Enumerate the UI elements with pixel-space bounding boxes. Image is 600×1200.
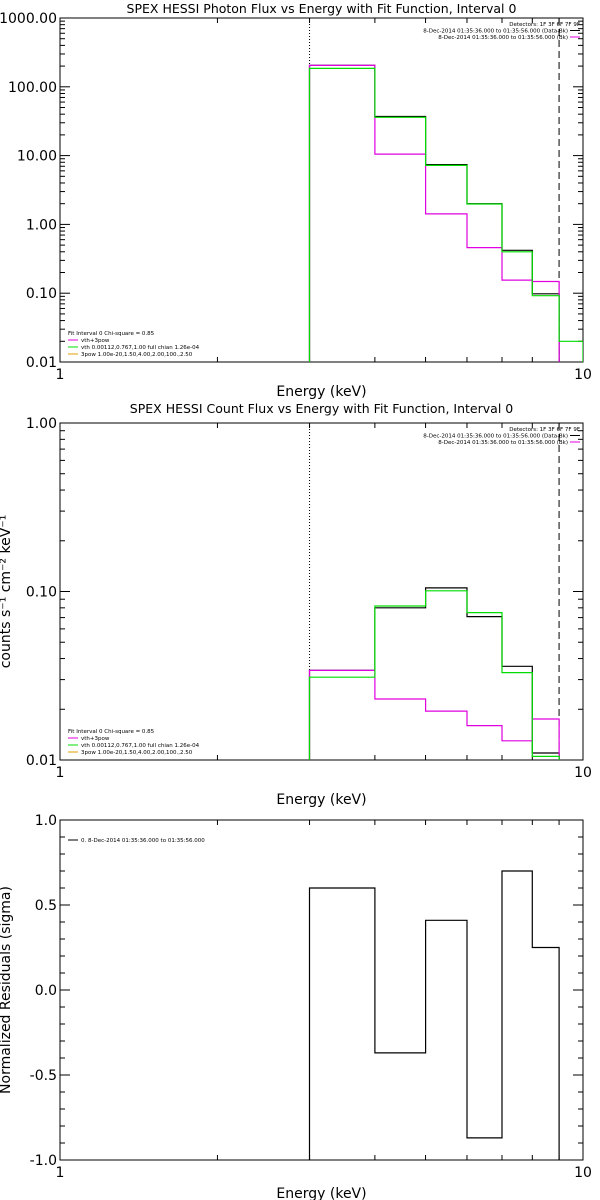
legend-entry: vth 0.00112,0.767,1.00 full chian 1.26e-… [81,743,200,749]
y-tick-label: -1.0 [30,1153,57,1169]
legend-fit-header: Fit Interval 0 Chi-square = 0.85 [68,729,155,735]
x-axis-label: Energy (keV) [276,1186,366,1200]
chart-panel-2: SPEX HESSI Count Flux vs Energy with Fit… [0,401,592,808]
y-tick-label: 10.00 [17,149,57,165]
series-line-black [308,870,560,1160]
y-tick-label: -0.5 [30,1068,57,1084]
y-tick-label: 1.0 [35,813,57,829]
legend-entry: vth+3pow [81,736,110,742]
chart-panel-3: Energy (keV) Normalized Residuals (sigma)… [0,813,592,1200]
series-line-black [308,587,560,760]
legend-fit-header: Fit Interval 0 Chi-square = 0.85 [68,331,155,337]
x-tick-label: 1 [56,765,65,781]
plot-frame [59,17,584,363]
plot-frame [59,422,584,761]
x-axis-label: Energy (keV) [276,384,366,400]
y-axis-label: counts s⁻¹ cm⁻² keV⁻¹ [0,515,14,669]
y-tick-label: 0.0 [35,983,57,999]
series-line-magenta [308,669,560,760]
legend-entry: 0. 8-Dec-2014 01:35:36.000 to 01:35:56.0… [81,838,205,844]
x-tick-label: 1 [56,367,65,383]
chart-panel-1: SPEX HESSI Photon Flux vs Energy with Fi… [0,1,592,400]
y-tick-label: 0.01 [26,355,57,371]
y-tick-label: 0.01 [26,753,57,769]
legend-entry: 8-Dec-2014 01:35:36.000 to 01:35:56.000 … [423,434,568,440]
legend-entry: 8-Dec-2014 01:35:36.000 to 01:35:56.000 … [438,440,568,446]
y-tick-label: 1.00 [26,416,57,432]
series-line-green [308,67,583,362]
series-line-magenta [308,64,560,362]
series-line-green [308,590,560,760]
x-tick-label: 10 [574,367,592,383]
y-tick-label: 0.5 [35,898,57,914]
y-tick-label: 0.10 [26,585,57,601]
y-axis-label: Normalized Residuals (sigma) [0,886,14,1094]
x-tick-label: 10 [574,765,592,781]
legend-entry: 3pow 1.00e-20,1.50,4.00,2.00,100.,2.50 [81,352,193,358]
x-tick-label: 10 [574,1165,592,1181]
legend-entry: 3pow 1.00e-20,1.50,4.00,2.00,100.,2.50 [81,750,193,756]
legend-entry: 8-Dec-2014 01:35:36.000 to 01:35:56.000 … [423,29,568,35]
x-tick-label: 1 [56,1165,65,1181]
legend-entry: vth+3pow [81,338,110,344]
y-tick-label: 1.00 [26,217,57,233]
y-tick-label: 100.00 [8,80,57,96]
legend-entry: vth 0.00112,0.767,1.00 full chian 1.26e-… [81,345,200,351]
chart-title: SPEX HESSI Photon Flux vs Energy with Fi… [127,1,517,16]
chart-title: SPEX HESSI Count Flux vs Energy with Fit… [130,401,513,416]
legend-entry: 8-Dec-2014 01:35:36.000 to 01:35:56.000 … [438,35,568,41]
legend-detectors: Detectors: 1F 3F 6F 7F 9F [509,427,580,433]
legend-detectors: Detectors: 1F 3F 6F 7F 9F [509,22,580,28]
x-axis-label: Energy (keV) [276,792,366,808]
y-tick-label: 0.10 [26,286,57,302]
y-tick-label: 1000.00 [0,11,57,27]
